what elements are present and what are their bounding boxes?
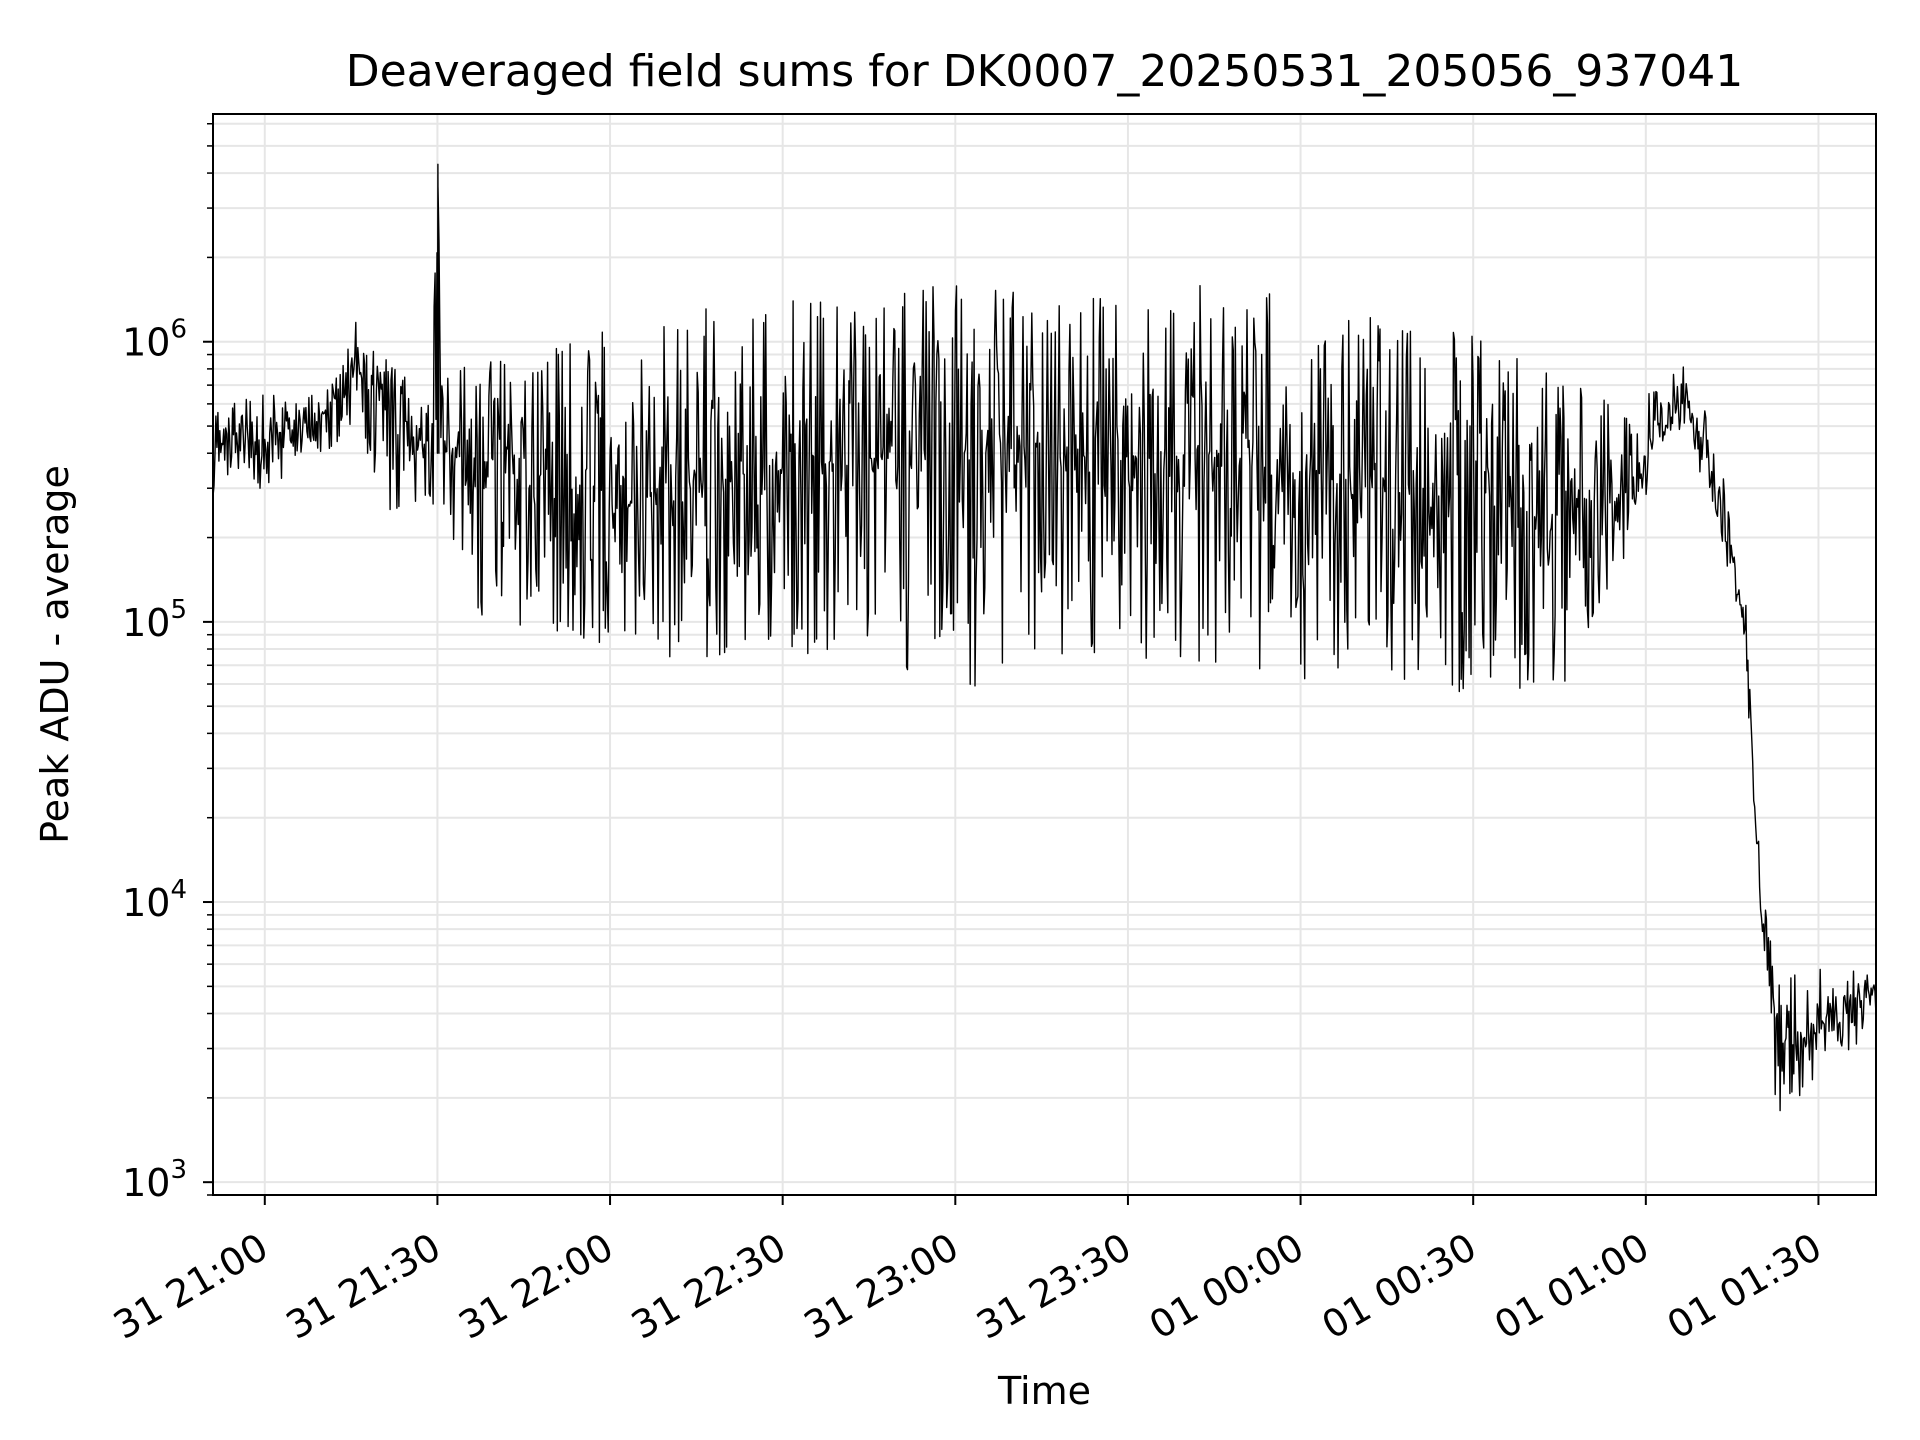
y-tick-label: 106 — [122, 315, 187, 365]
series-layer — [212, 163, 1877, 1112]
y-tick-exponent: 6 — [170, 315, 187, 345]
y-tick-label: 105 — [122, 595, 187, 645]
plot-frame — [212, 113, 1877, 1196]
y-tick-exponent: 4 — [170, 875, 187, 905]
y-tick-base: 10 — [122, 601, 170, 645]
y-tick-base: 10 — [122, 881, 170, 925]
series-line — [212, 163, 1877, 1112]
y-tick-label: 104 — [122, 875, 187, 925]
y-tick-label: 103 — [122, 1155, 187, 1205]
grid — [213, 114, 1876, 1196]
x-axis-label: Time — [997, 1369, 1091, 1413]
y-tick-exponent: 5 — [170, 595, 187, 625]
y-axis-label: Peak ADU - average — [33, 465, 77, 844]
y-tick-base: 10 — [122, 321, 170, 365]
chart-title: Deaveraged field sums for DK0007_2025053… — [346, 46, 1744, 97]
y-tick-base: 10 — [122, 1161, 170, 1205]
y-tick-exponent: 3 — [170, 1155, 187, 1185]
